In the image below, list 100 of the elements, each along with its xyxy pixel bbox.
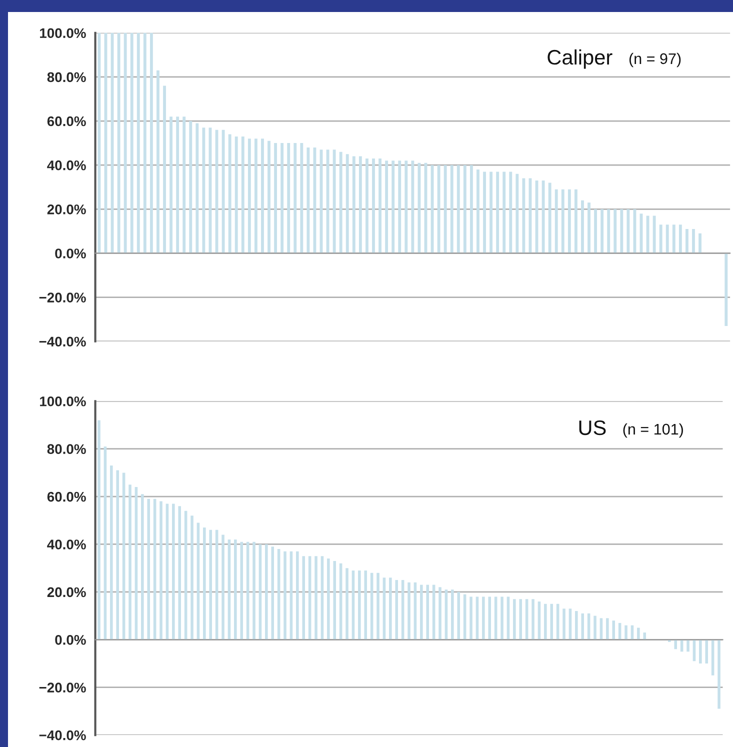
bar	[463, 165, 466, 254]
bar	[294, 143, 297, 254]
bar	[376, 572, 380, 640]
bar	[612, 620, 616, 640]
bar	[147, 498, 150, 640]
bar	[698, 233, 702, 254]
bar	[674, 640, 678, 650]
bar	[581, 200, 584, 254]
bar	[98, 32, 101, 254]
bar	[252, 542, 256, 640]
bar	[574, 189, 578, 254]
bar	[643, 632, 646, 640]
bar	[240, 542, 244, 640]
bar	[548, 182, 552, 254]
y-tick-label: 60.0%	[47, 116, 86, 126]
bar	[124, 32, 127, 254]
bar	[699, 640, 702, 664]
bar	[532, 599, 534, 640]
bar	[141, 494, 144, 640]
bar	[398, 160, 402, 254]
bar	[444, 165, 447, 254]
bar	[678, 224, 682, 254]
bar	[203, 528, 206, 640]
annotation: Caliper	[548, 49, 612, 69]
bar	[600, 209, 604, 254]
bar	[594, 616, 596, 640]
bar	[451, 590, 454, 640]
bar	[202, 128, 206, 254]
bar	[110, 466, 113, 640]
bar	[509, 172, 512, 254]
bar	[254, 138, 258, 254]
bar	[652, 216, 656, 254]
bar	[500, 596, 504, 640]
bar	[130, 32, 134, 254]
bar	[98, 420, 100, 640]
bar	[314, 556, 318, 640]
bar	[128, 484, 132, 640]
bar	[136, 32, 140, 254]
bar	[143, 32, 146, 254]
bar	[516, 174, 519, 254]
bar	[437, 165, 440, 254]
bar	[284, 551, 286, 640]
bar	[222, 130, 225, 254]
bar	[718, 640, 720, 709]
bar	[333, 560, 336, 640]
bar	[248, 138, 251, 254]
bar	[395, 580, 398, 640]
y-tick-label: 40.0%	[47, 540, 86, 550]
bar	[287, 143, 290, 254]
bar	[302, 556, 306, 640]
bar	[626, 209, 630, 254]
bar	[392, 160, 395, 254]
bar	[705, 640, 708, 664]
bar	[189, 121, 192, 254]
bar	[160, 501, 162, 640]
bar	[554, 189, 558, 254]
bar	[692, 228, 695, 254]
bar	[450, 165, 454, 254]
bar	[358, 156, 362, 254]
bar	[568, 189, 571, 254]
bar	[234, 539, 237, 640]
bar	[274, 143, 278, 254]
bar	[172, 504, 175, 640]
bar	[261, 138, 264, 254]
bar	[178, 506, 182, 640]
bar	[170, 116, 173, 254]
bar	[156, 70, 160, 254]
bar	[228, 134, 232, 254]
bar	[544, 604, 547, 640]
bar	[666, 224, 669, 254]
bar	[241, 136, 244, 254]
bar	[411, 160, 414, 254]
bar	[456, 165, 460, 254]
bar	[519, 599, 522, 640]
y-tick-label: −20.0%	[39, 682, 86, 693]
bar	[606, 618, 609, 640]
bar	[280, 143, 284, 254]
bar	[378, 158, 382, 254]
bar	[327, 558, 330, 640]
annotation: (n = 101)	[623, 423, 683, 438]
bar	[352, 156, 356, 254]
bar	[476, 169, 480, 254]
bar	[686, 640, 690, 652]
bar	[685, 228, 688, 254]
bar	[234, 136, 238, 254]
bar	[296, 551, 299, 640]
bar	[561, 189, 564, 254]
bar	[389, 578, 392, 640]
y-tick-label: −20.0%	[39, 292, 86, 302]
y-tick-label: 0.0%	[55, 248, 86, 258]
bar	[637, 628, 640, 640]
y-tick-label: 20.0%	[47, 204, 86, 214]
bar	[426, 584, 430, 640]
y-tick-label: 100.0%	[40, 28, 86, 38]
bar	[482, 596, 485, 640]
bar	[408, 582, 410, 640]
bar	[562, 608, 566, 640]
y-tick-label: 80.0%	[47, 72, 86, 82]
bar	[575, 611, 578, 640]
bar	[646, 216, 650, 254]
